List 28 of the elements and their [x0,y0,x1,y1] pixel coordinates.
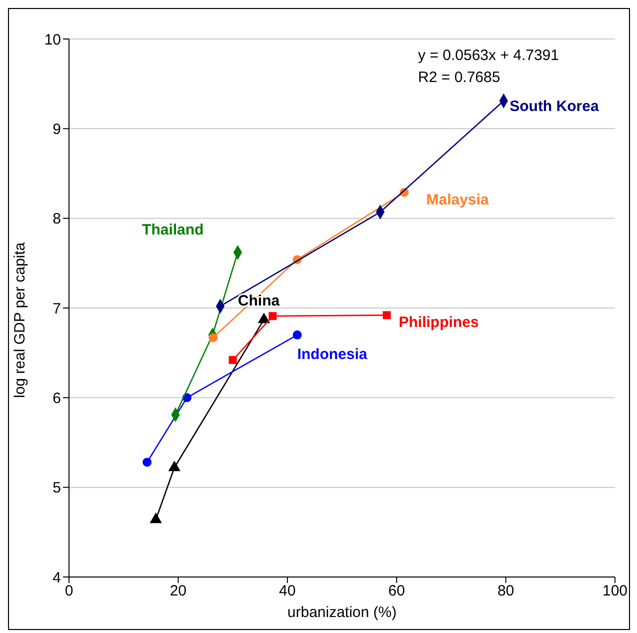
annotation: y = 0.0563x + 4.7391 [418,46,559,66]
text: Thailand [142,221,204,238]
point [142,458,152,467]
x-tick-label: 20 [170,582,187,600]
y-tick-label: 6 [52,390,61,407]
x-tick-label: 100 [602,582,628,600]
y-axis-title: log real GDP per capita [11,242,28,398]
series-label: Philippines [398,314,479,332]
y-tick-label: 4 [52,569,61,586]
x-tick-label: 60 [388,582,405,600]
y-tick-label: 5 [52,480,61,497]
annotation: R2 = 0.7685 [418,68,502,88]
y-tick-label: 9 [52,120,61,138]
x-tick-label: 40 [279,582,296,600]
point [208,333,218,342]
point [268,312,277,320]
x-tick-label: 0 [64,582,74,600]
y-tick-label: 10 [44,31,61,48]
x-tick-label: 80 [497,582,514,600]
x-axis-title: urbanization (%) [287,604,397,621]
series-label: South Korea [510,98,600,115]
point [228,356,237,364]
point [292,330,302,340]
series-label: Malaysia [426,191,490,208]
series-label: Indonesia [297,346,368,363]
y-tick-label: 8 [52,210,61,228]
point [382,311,391,320]
y-tick-label: 7 [52,300,61,318]
